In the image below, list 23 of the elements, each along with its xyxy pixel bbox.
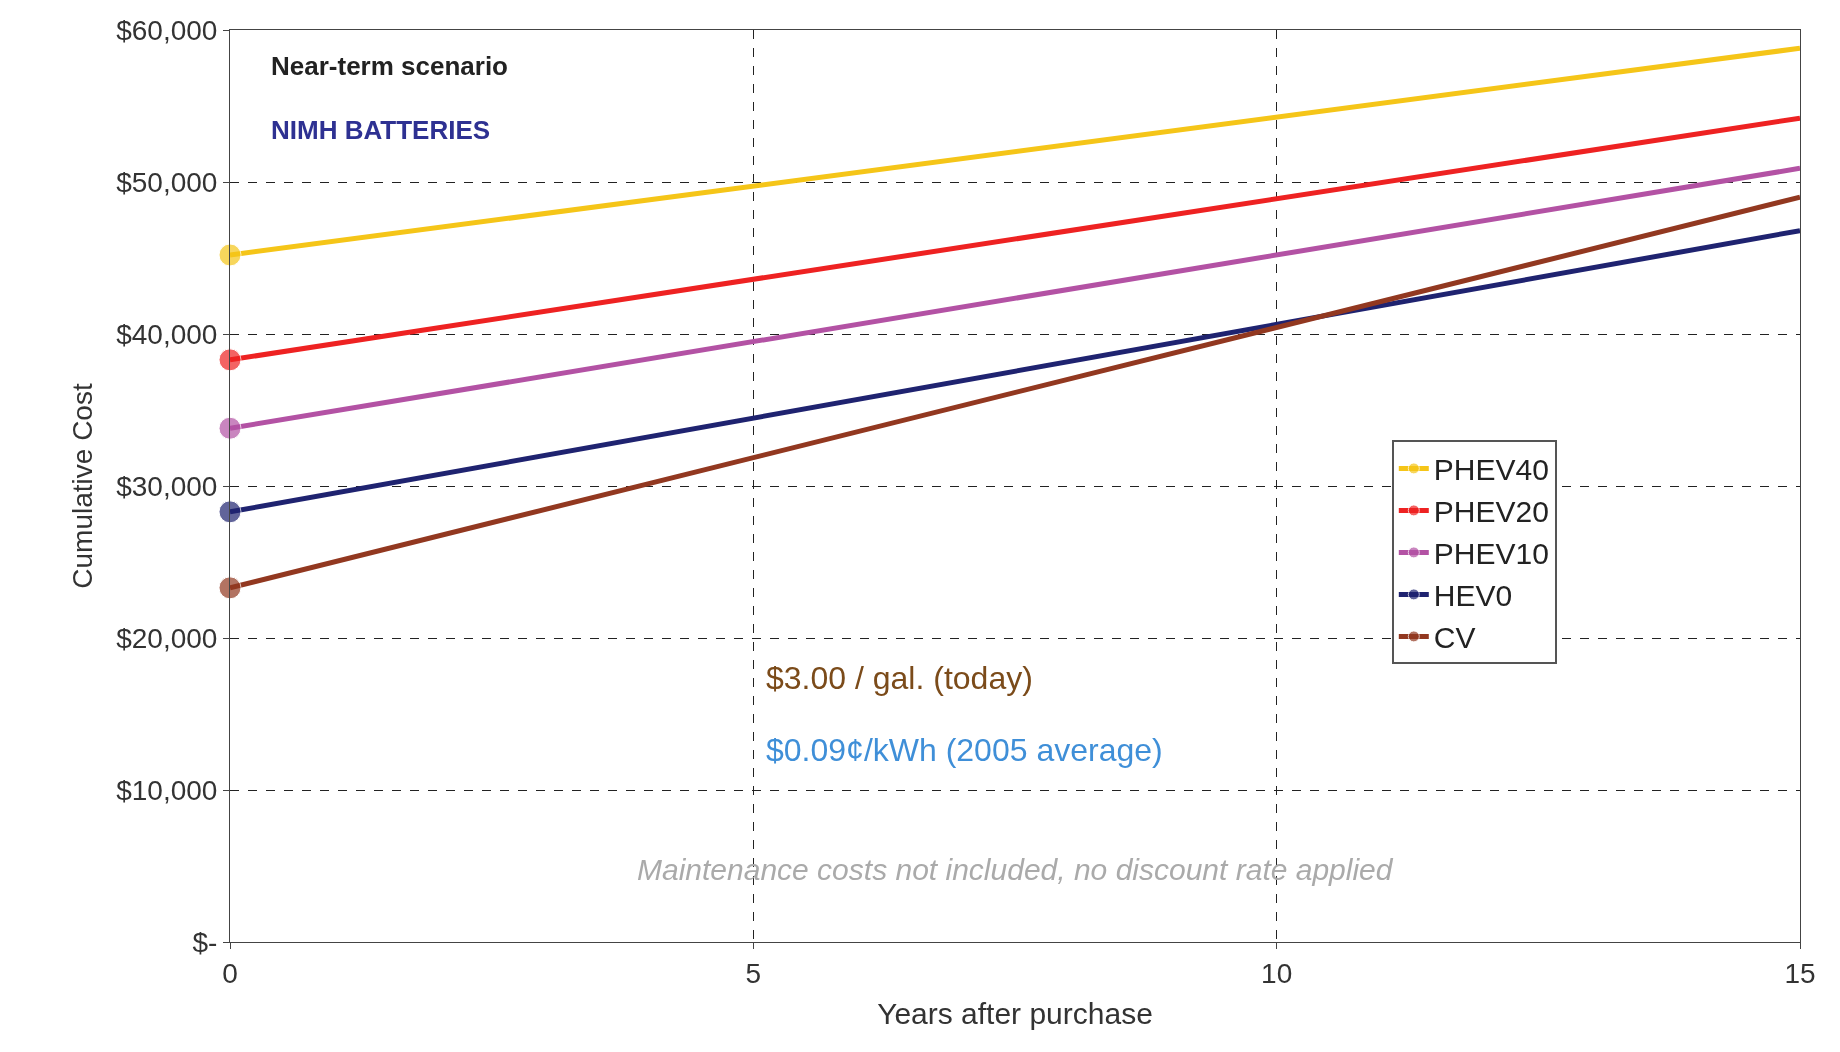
- x-tick-label: 0: [222, 957, 238, 989]
- y-tick-label: $40,000: [116, 318, 218, 350]
- x-axis-title: Years after purchase: [877, 997, 1153, 1031]
- legend-label: CV: [1433, 621, 1476, 655]
- y-tick-label: $60,000: [116, 14, 218, 46]
- legend-label: PHEV10: [1433, 537, 1549, 571]
- x-tick-label: 5: [745, 957, 762, 989]
- y-axis-title: Cumulative Cost: [66, 383, 98, 589]
- annotation: $3.00 / gal. (today): [766, 660, 1033, 696]
- y-tick-label: $20,000: [116, 622, 218, 654]
- legend-label: PHEV20: [1433, 495, 1549, 529]
- annotation: NIMH BATTERIES: [271, 115, 491, 145]
- annotation: $0.09¢/kWh (2005 average): [766, 732, 1163, 768]
- x-tick-label: 10: [1261, 957, 1293, 989]
- legend-label: PHEV40: [1433, 453, 1549, 487]
- y-tick-label: $30,000: [116, 470, 218, 502]
- x-tick-label: 15: [1784, 957, 1816, 989]
- y-tick-label: $-: [192, 926, 218, 958]
- legend-label: HEV0: [1433, 579, 1513, 613]
- annotation: Maintenance costs not included, no discount rate applied: [637, 853, 1394, 886]
- annotation: Near-term scenario: [271, 51, 508, 81]
- y-tick-label: $10,000: [116, 774, 218, 806]
- y-tick-label: $50,000: [116, 166, 218, 198]
